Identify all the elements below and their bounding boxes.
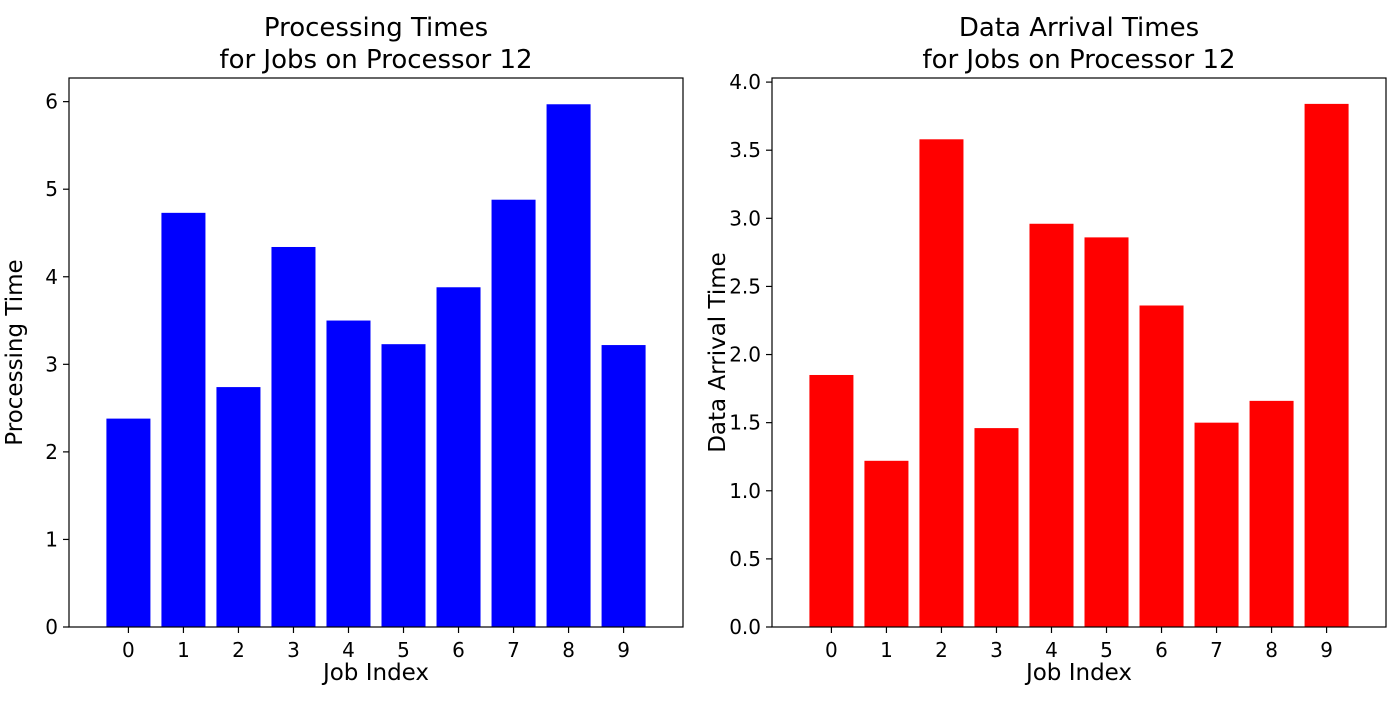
- y-tick-label: 4: [45, 265, 58, 289]
- y-tick-label: 0: [45, 615, 58, 639]
- x-axis-label: Job Index: [321, 660, 429, 686]
- x-tick-label: 0: [825, 638, 838, 662]
- bar-1: [161, 212, 206, 627]
- chart-title-line-0: Data Arrival Times: [959, 13, 1199, 43]
- chart-title-line-1: for Jobs on Processor 12: [219, 45, 532, 75]
- y-tick-label: 1: [45, 527, 58, 551]
- y-tick-label: 2: [45, 440, 58, 464]
- y-tick-label: 5: [45, 177, 58, 201]
- x-tick-label: 3: [990, 638, 1003, 662]
- chart-title-line-0: Processing Times: [264, 13, 488, 43]
- y-tick-label: 4.0: [729, 70, 761, 94]
- bar-0: [809, 374, 854, 627]
- y-tick-label: 6: [45, 90, 58, 114]
- y-axis-label: Data Arrival Time: [705, 252, 731, 453]
- y-tick-label: 1.5: [729, 411, 761, 435]
- x-tick-label: 2: [232, 638, 245, 662]
- x-axis-label: Job Index: [1024, 660, 1132, 686]
- bar-3: [271, 246, 316, 628]
- y-tick-label: 2.0: [729, 343, 761, 367]
- bar-6: [436, 287, 481, 627]
- x-tick-label: 1: [177, 638, 190, 662]
- bar-0: [106, 418, 151, 627]
- bar-7: [1194, 422, 1239, 627]
- bar-6: [1139, 305, 1184, 627]
- x-tick-label: 6: [1155, 638, 1168, 662]
- x-tick-label: 4: [1045, 638, 1058, 662]
- bar-8: [546, 104, 591, 627]
- y-tick-label: 2.5: [729, 274, 761, 298]
- bar-5: [1084, 237, 1129, 628]
- bar-3: [974, 428, 1019, 627]
- x-tick-label: 7: [1210, 638, 1223, 662]
- bar-1: [864, 460, 909, 627]
- bar-9: [1304, 103, 1349, 628]
- bar-7: [491, 199, 536, 627]
- y-tick-label: 3.5: [729, 138, 761, 162]
- y-tick-label: 0.0: [729, 615, 761, 639]
- y-tick-label: 3.0: [729, 206, 761, 230]
- x-tick-label: 7: [507, 638, 520, 662]
- y-axis-label: Processing Time: [2, 259, 28, 445]
- x-tick-label: 9: [617, 638, 630, 662]
- x-tick-label: 6: [452, 638, 465, 662]
- plot-frame: [68, 77, 684, 628]
- x-tick-label: 4: [342, 638, 355, 662]
- bar-9: [601, 345, 646, 627]
- bar-4: [326, 320, 371, 627]
- x-tick-label: 9: [1320, 638, 1333, 662]
- x-tick-label: 8: [562, 638, 575, 662]
- y-tick-label: 3: [45, 352, 58, 376]
- y-tick-label: 1.0: [729, 479, 761, 503]
- x-tick-label: 2: [935, 638, 948, 662]
- x-tick-label: 5: [1100, 638, 1113, 662]
- bar-2: [216, 387, 261, 627]
- plot-frame: [771, 77, 1387, 628]
- x-tick-label: 5: [397, 638, 410, 662]
- chart-title-line-1: for Jobs on Processor 12: [922, 45, 1235, 75]
- bar-8: [1249, 400, 1294, 627]
- x-tick-label: 1: [880, 638, 893, 662]
- y-tick-label: 0.5: [729, 547, 761, 571]
- bar-2: [919, 139, 964, 627]
- x-tick-label: 0: [122, 638, 135, 662]
- x-tick-label: 8: [1265, 638, 1278, 662]
- x-tick-label: 3: [287, 638, 300, 662]
- chart-1: 0 1 2 3 4 5 6 7 8 9 0.0 0.5 1.0 1.5 2.0 2.5 3.0 3.5 4.0 Dat…: [705, 13, 1387, 686]
- bar-5: [381, 344, 426, 627]
- bar-4: [1029, 223, 1074, 627]
